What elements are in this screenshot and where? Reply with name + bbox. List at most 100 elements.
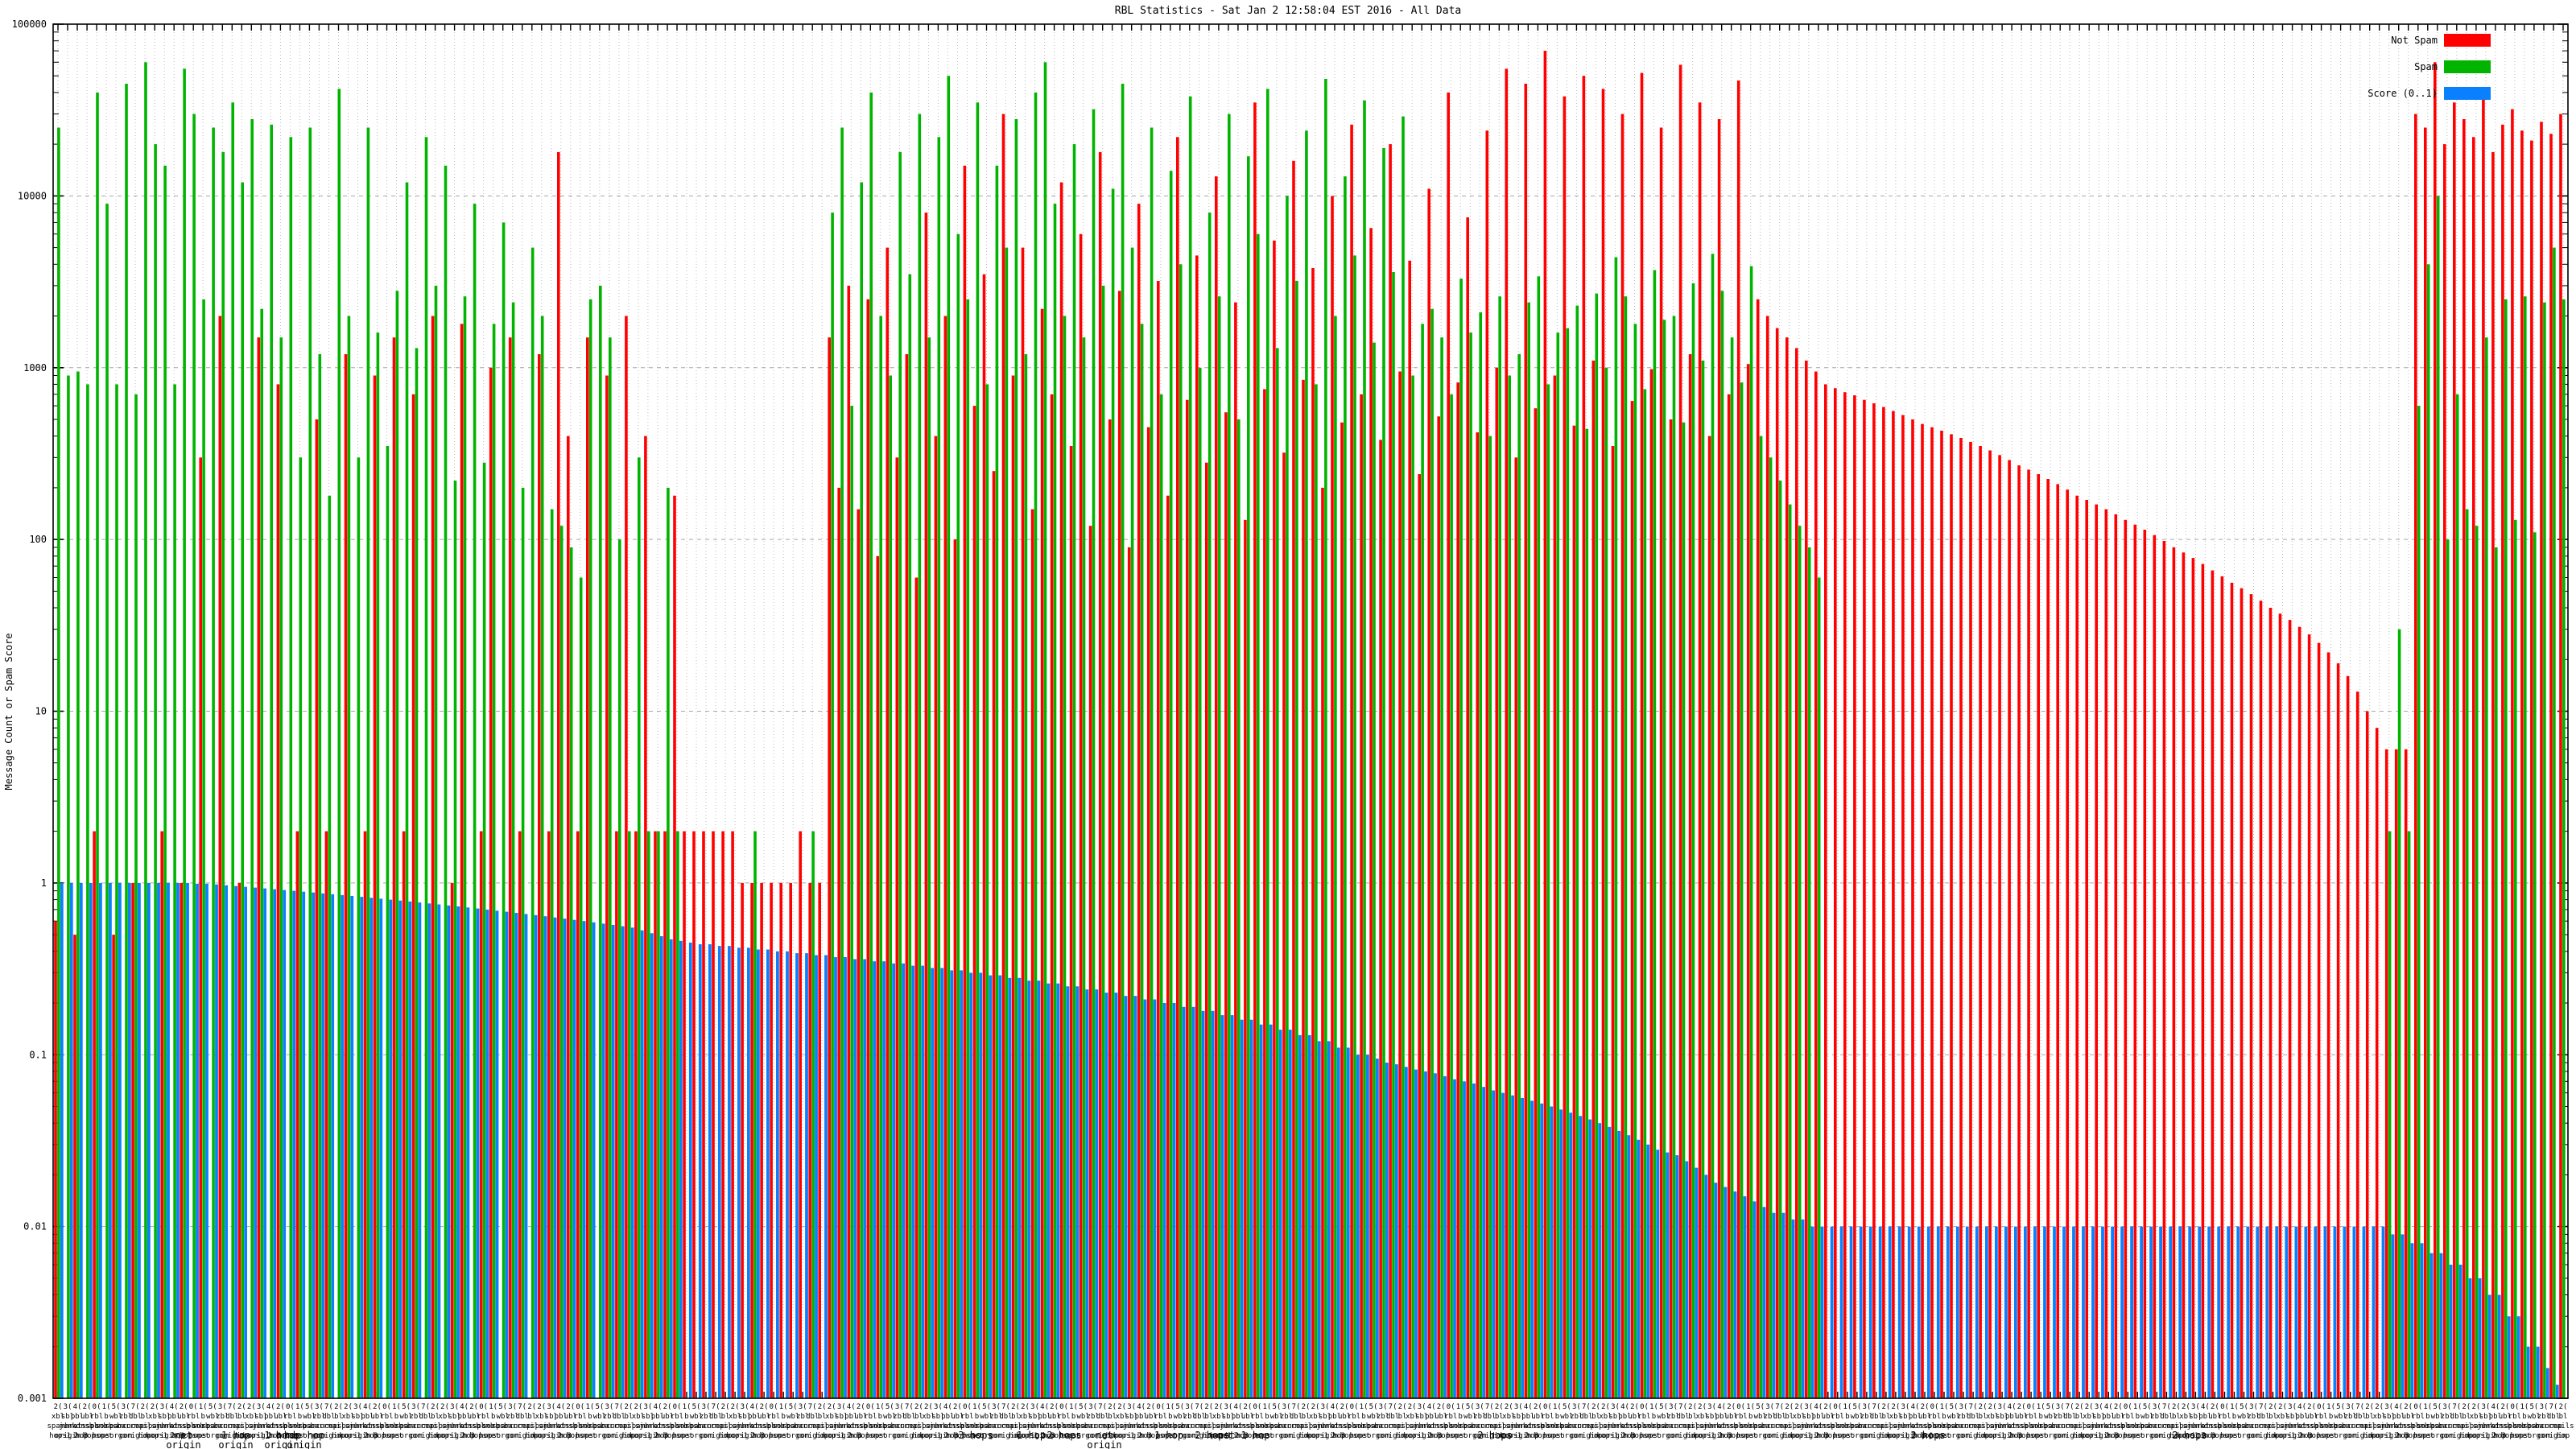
bar-score xyxy=(427,903,431,1398)
x-tick-label: origin xyxy=(1602,1432,1629,1440)
bar-score xyxy=(1695,1167,1699,1398)
bar-score xyxy=(853,959,857,1398)
x-tick-label: 2 hops xyxy=(460,1432,487,1440)
x-tick-label: xbl xyxy=(52,1413,64,1421)
bar-not-spam xyxy=(2133,524,2137,1399)
x-tick-label: dbl xyxy=(419,1413,431,1421)
x-tick-label: rbl xyxy=(2508,1413,2521,1421)
x-tick-label: xbl xyxy=(438,1413,451,1421)
x-tick-label: 1 hop xyxy=(163,1432,185,1440)
x-tick-label: pbl xyxy=(2295,1413,2308,1421)
x-tick-label: 3 hops xyxy=(374,1432,400,1440)
x-tick-label: pbl xyxy=(1038,1413,1051,1421)
x-tick-label: 3( xyxy=(1224,1403,1232,1411)
x-tick-label: 2( xyxy=(1698,1403,1707,1411)
x-tick-label: hop xyxy=(1686,1432,1699,1440)
x-tick-label: mails xyxy=(134,1422,156,1430)
bar-score xyxy=(1762,1207,1766,1398)
bar-spam xyxy=(618,539,621,1398)
x-tick-label: org xyxy=(206,1432,219,1440)
bar-not-spam xyxy=(1418,474,1421,1398)
bar-not-spam xyxy=(876,555,880,1398)
x-tick-label: 1( xyxy=(1649,1403,1658,1411)
x-tick-label: 5( xyxy=(789,1403,798,1411)
bar-not-spam xyxy=(1263,389,1266,1398)
bar-score xyxy=(1356,1055,1360,1399)
x-tick-label: 2( xyxy=(141,1403,150,1411)
x-tick-label: b xyxy=(1942,1413,1946,1421)
x-tick-label: wbl xyxy=(1076,1413,1089,1421)
bar-not-spam xyxy=(663,831,667,1398)
bar-spam xyxy=(657,831,660,1398)
x-tick-label: com xyxy=(2150,1432,2163,1440)
bar-score xyxy=(601,923,605,1398)
x-tick-label: 4( xyxy=(460,1403,469,1411)
x-tick-label: spamb xyxy=(1150,1422,1171,1430)
bar-score xyxy=(921,965,925,1398)
x-tick-label: wbl xyxy=(1657,1413,1670,1421)
x-tick-label: mails xyxy=(1585,1422,1607,1430)
x-tick-label: origin xyxy=(412,1432,439,1440)
x-tick-label: junk xyxy=(2477,1422,2495,1430)
x-tick-label: rbl xyxy=(1928,1413,1941,1421)
x-tick-label: spamb xyxy=(86,1422,108,1430)
x-tick-label: bl xyxy=(914,1413,923,1421)
bar-not-spam xyxy=(2172,547,2176,1398)
bar-not-spam xyxy=(1456,382,1459,1399)
bar-score xyxy=(1327,1041,1331,1398)
bar-not-spam xyxy=(905,353,909,1398)
x-tick-label: hops xyxy=(2080,1432,2098,1440)
x-tick-label: 0( xyxy=(2317,1403,2326,1411)
x-tick-label: xbl xyxy=(341,1413,354,1421)
x-tick-label: barr xyxy=(988,1422,1005,1430)
x-tick-label: barr xyxy=(1471,1422,1488,1430)
x-tick-label: 7( xyxy=(614,1403,623,1411)
x-overflow-label: 1 home xyxy=(264,1430,299,1441)
bar-spam xyxy=(1769,457,1773,1398)
bar-spam xyxy=(2485,337,2488,1399)
bar-score xyxy=(2062,1226,2066,1398)
bar-not-spam xyxy=(895,457,899,1398)
x-tick-label: junk xyxy=(1123,1422,1141,1430)
x-tick-label: zbl xyxy=(2537,1413,2550,1421)
bar-not-spam xyxy=(2182,552,2186,1398)
bar-score xyxy=(1617,1130,1621,1398)
x-tick-label: hop xyxy=(1009,1432,1022,1440)
x-tick-label: 3( xyxy=(934,1403,943,1411)
x-tick-label: mails xyxy=(1778,1422,1800,1430)
bar-score xyxy=(1781,1212,1785,1398)
x-overflow-label: net xyxy=(175,1430,192,1441)
bar-score xyxy=(882,961,886,1398)
x-tick-label: origin xyxy=(2153,1432,2180,1440)
x-tick-label: rbl xyxy=(574,1413,587,1421)
x-tick-label: hop xyxy=(1589,1432,1602,1440)
bar-spam xyxy=(1111,188,1115,1398)
x-tick-label: b xyxy=(104,1413,108,1421)
x-tick-label: 5( xyxy=(2433,1403,2442,1411)
x-tick-label: 2( xyxy=(373,1403,382,1411)
bar-score xyxy=(717,946,721,1398)
bar-score xyxy=(1424,1071,1427,1398)
x-tick-label: ucep xyxy=(1287,1422,1305,1430)
x-tick-label: 2( xyxy=(1727,1403,1736,1411)
x-tick-label: mails xyxy=(2455,1422,2477,1430)
x-tick-label: sorbs xyxy=(1836,1422,1858,1430)
x-tick-label: dbl xyxy=(129,1413,142,1421)
x-tick-label: 2( xyxy=(1534,1403,1542,1411)
x-tick-label: ubl xyxy=(1047,1413,1060,1421)
bar-score xyxy=(89,882,93,1398)
bar-not-spam xyxy=(943,316,947,1398)
bar-spam xyxy=(357,457,361,1398)
x-tick-label: 2 hops xyxy=(2008,1432,2035,1440)
x-tick-label: 3( xyxy=(702,1403,711,1411)
x-tick-label: spamc xyxy=(395,1422,417,1430)
bar-spam xyxy=(473,204,477,1399)
bar-not-spam xyxy=(808,882,811,1398)
bar-score xyxy=(2275,1226,2279,1398)
x-tick-label: zbl xyxy=(409,1413,422,1421)
bar-spam xyxy=(405,182,409,1398)
x-tick-label: spamb xyxy=(376,1422,398,1430)
x-tick-label: pbl xyxy=(71,1413,84,1421)
bar-score xyxy=(1385,1063,1389,1398)
x-tick-label: 3 hops xyxy=(2211,1432,2238,1440)
